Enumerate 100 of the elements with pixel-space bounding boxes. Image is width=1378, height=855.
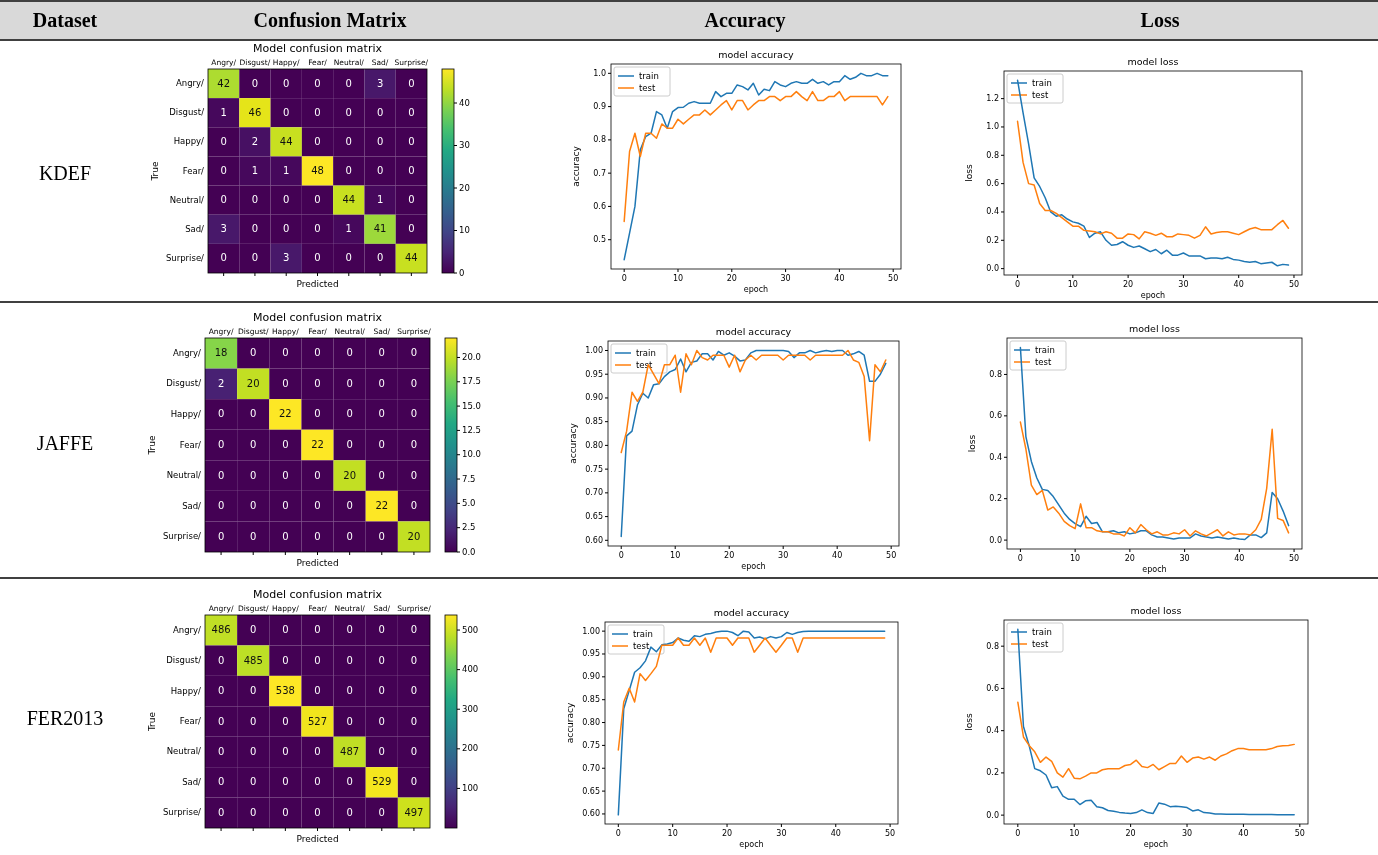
chart-title: Model confusion matrix bbox=[253, 311, 383, 324]
data-label: 0 bbox=[217, 776, 225, 788]
data-label: 48 bbox=[311, 165, 324, 176]
data-label: 0 bbox=[376, 252, 384, 264]
y-tick-label: Angry/ bbox=[173, 624, 202, 635]
y-tick-label: 0.85 bbox=[582, 695, 600, 705]
chart-title: model accuracy bbox=[715, 326, 792, 337]
y-tick-label: 0.6 bbox=[593, 201, 606, 211]
data-label: 1 bbox=[220, 106, 227, 118]
data-label: 0 bbox=[314, 654, 321, 666]
x-tick-label: 0 bbox=[618, 551, 624, 560]
data-label: 0 bbox=[220, 194, 227, 206]
data-label: 0 bbox=[376, 106, 384, 118]
data-label: 20 bbox=[407, 530, 421, 542]
data-label: 20 bbox=[246, 377, 260, 389]
data-label: 0 bbox=[283, 77, 290, 89]
y-tick-label: 0.4 bbox=[986, 207, 999, 217]
data-label: 0 bbox=[346, 347, 353, 359]
data-label: 0 bbox=[346, 500, 353, 512]
y-tick-label: 0.8 bbox=[989, 369, 1002, 379]
data-label: 22 bbox=[278, 408, 292, 420]
text: Confusion Matrix bbox=[253, 9, 407, 31]
y-tick-label: 0.60 bbox=[582, 809, 600, 819]
chart-title: model loss bbox=[1127, 56, 1179, 67]
y-tick-label: 0.2 bbox=[989, 494, 1002, 504]
data-label: 0 bbox=[378, 685, 385, 697]
color-bar-label: 20 bbox=[459, 182, 470, 193]
data-label: 0 bbox=[250, 469, 257, 481]
color-bar-label: 0.0 bbox=[462, 546, 476, 557]
y-tick-label: Happy/ bbox=[170, 685, 202, 696]
data-label: 0 bbox=[410, 776, 418, 788]
x-tick-label: 30 bbox=[776, 829, 787, 838]
y-axis-title: loss bbox=[964, 713, 974, 731]
y-tick-label: 0.90 bbox=[585, 393, 603, 403]
data-label: 0 bbox=[410, 745, 418, 757]
data-label: 0 bbox=[346, 530, 353, 542]
y-tick-label: Surprise/ bbox=[162, 807, 202, 818]
data-label: 0 bbox=[410, 654, 418, 666]
data-label: 0 bbox=[378, 715, 385, 727]
x-axis-title: epoch bbox=[739, 840, 764, 849]
y-axis-title: accuracy bbox=[565, 702, 575, 744]
legend-label: test bbox=[639, 82, 656, 93]
x-tick-label: 0 bbox=[1015, 280, 1021, 289]
data-label: 0 bbox=[378, 654, 385, 666]
x-tick-label: 40 bbox=[834, 274, 845, 283]
legend-label: test bbox=[636, 359, 653, 370]
legend-label: test bbox=[1032, 89, 1049, 100]
data-label: 0 bbox=[314, 469, 321, 481]
data-label: 0 bbox=[250, 715, 257, 727]
y-tick-label: Happy/ bbox=[173, 136, 205, 147]
data-label: 0 bbox=[314, 194, 321, 206]
color-bar-label: 7.5 bbox=[462, 473, 476, 484]
data-label: 0 bbox=[250, 685, 257, 697]
y-tick-label: 0.9 bbox=[593, 102, 606, 112]
data-label: 0 bbox=[378, 745, 385, 757]
y-tick-label: Fear/ bbox=[179, 439, 202, 450]
data-label: 0 bbox=[250, 624, 257, 636]
y-tick-label: 0.6 bbox=[989, 411, 1002, 421]
legend-label: train bbox=[1032, 77, 1052, 88]
x-tick-label: 10 bbox=[670, 551, 681, 560]
x-tick-label: 40 bbox=[1233, 280, 1244, 289]
data-label: 22 bbox=[375, 500, 389, 512]
text: FER2013 bbox=[26, 706, 104, 729]
y-tick-label: Fear/ bbox=[179, 716, 202, 726]
y-tick-label: 0.90 bbox=[582, 672, 600, 682]
data-label: 0 bbox=[217, 715, 225, 727]
line-series bbox=[617, 637, 886, 751]
x-tick-label: 20 bbox=[1125, 829, 1136, 838]
x-axis-title: Predicted bbox=[296, 279, 339, 289]
x-tick-label: 40 bbox=[832, 551, 843, 560]
x-tick-label: 50 bbox=[1288, 280, 1300, 289]
data-label: 0 bbox=[345, 135, 352, 147]
data-label: 0 bbox=[346, 715, 353, 727]
data-label: 0 bbox=[217, 530, 225, 542]
data-label: 2 bbox=[251, 135, 259, 147]
data-label: 46 bbox=[248, 106, 262, 118]
data-label: 0 bbox=[314, 745, 321, 757]
x-tick-label: 40 bbox=[1234, 554, 1245, 563]
x-tick-label: 0 bbox=[621, 274, 627, 283]
data-label: 0 bbox=[314, 685, 321, 697]
legend-label: train bbox=[633, 628, 653, 639]
y-tick-label: 0.75 bbox=[585, 464, 603, 474]
y-tick-label: 0.8 bbox=[986, 641, 999, 651]
y-tick-label: 0.4 bbox=[989, 452, 1002, 462]
data-label: 0 bbox=[314, 408, 321, 420]
data-label: 0 bbox=[314, 223, 321, 235]
data-label: 0 bbox=[378, 408, 385, 420]
data-label: 0 bbox=[410, 377, 418, 389]
data-label: 0 bbox=[250, 347, 257, 359]
x-tick-label: 10 bbox=[1069, 829, 1080, 838]
y-tick-label: Neutral/ bbox=[169, 194, 205, 205]
text: Loss bbox=[1140, 9, 1180, 31]
data-label: 0 bbox=[408, 77, 415, 89]
data-label: 0 bbox=[282, 377, 289, 389]
y-tick-label: 0.6 bbox=[986, 179, 999, 189]
chart-title: model loss bbox=[1129, 323, 1181, 334]
text: Dataset bbox=[32, 9, 98, 31]
data-label: 0 bbox=[378, 530, 385, 542]
y-tick-label: 0.5 bbox=[593, 235, 606, 245]
data-label: 0 bbox=[314, 500, 321, 512]
